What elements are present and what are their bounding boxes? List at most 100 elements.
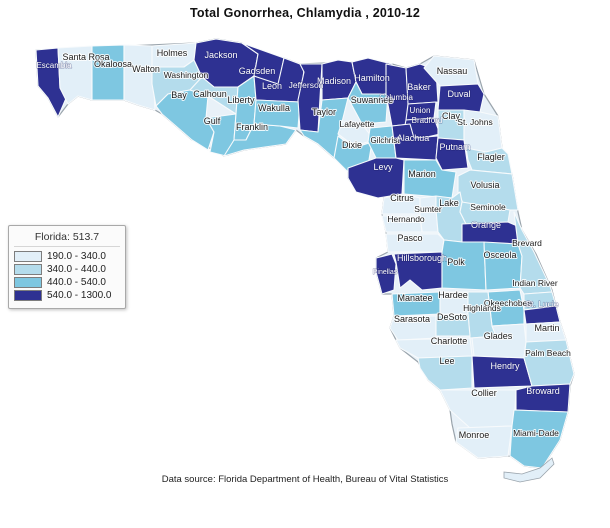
legend-row: 340.0 - 440.0 (14, 264, 120, 275)
legend-range-label: 440.0 - 540.0 (47, 277, 106, 288)
county-label-lake: Lake (439, 198, 459, 208)
county-label-suwannee: Suwannee (351, 95, 394, 105)
county-label-dixie: Dixie (342, 140, 362, 150)
county-label-pinellas: Pinellas (373, 269, 398, 276)
legend-swatch-c2 (14, 264, 42, 275)
county-label-collier: Collier (471, 388, 497, 398)
legend-row: 540.0 - 1300.0 (14, 290, 120, 301)
county-label-lee: Lee (439, 356, 454, 366)
legend-swatch-c1 (14, 251, 42, 262)
county-label-leon: Leon (262, 81, 282, 91)
county-label-nassau: Nassau (437, 66, 468, 76)
legend-row: 440.0 - 540.0 (14, 277, 120, 288)
county-putnam (435, 137, 469, 171)
county-label-calhoun: Calhoun (193, 89, 227, 99)
county-label-bay: Bay (171, 90, 187, 100)
county-label-liberty: Liberty (227, 95, 255, 105)
county-label-glades: Glades (484, 331, 513, 341)
county-label-lafayette: Lafayette (340, 119, 375, 129)
legend: Florida: 513.7 190.0 - 340.0 340.0 - 440.… (8, 225, 126, 309)
county-label-jefferson: Jefferson (289, 80, 324, 90)
legend-row: 190.0 - 340.0 (14, 251, 120, 262)
county-label-gilchrist: Gilchrist (371, 136, 401, 145)
county-flagler (465, 147, 513, 175)
county-label-manatee: Manatee (397, 293, 432, 303)
county-desoto (435, 313, 471, 337)
county-label-gadsden: Gadsden (239, 66, 276, 76)
county-franklin (223, 123, 297, 157)
legend-range-label: 340.0 - 440.0 (47, 264, 106, 275)
county-palm-beach (523, 339, 575, 387)
county-label-indian-river: Indian River (512, 278, 558, 288)
county-label-putnam: Putnam (439, 142, 470, 152)
county-label-monroe: Monroe (459, 430, 490, 440)
county-label-baker: Baker (407, 82, 431, 92)
county-pinellas (375, 253, 397, 295)
county-duval (437, 83, 485, 113)
county-label-hardee: Hardee (438, 290, 468, 300)
county-label-union: Union (410, 106, 431, 115)
county-wakulla (253, 99, 301, 129)
county-label-bradford: Bradford (412, 116, 443, 125)
county-label-polk: Polk (447, 257, 465, 267)
county-label-walton: Walton (132, 64, 160, 74)
county-label-volusia: Volusia (470, 180, 499, 190)
county-label-highlands: Highlands (463, 303, 501, 313)
island-florida-keys (503, 457, 555, 483)
county-label-seminole: Seminole (470, 202, 506, 212)
county-label-pasco: Pasco (397, 233, 422, 243)
county-label-gulf: Gulf (204, 116, 221, 126)
county-label-st-johns: St. Johns (457, 117, 492, 127)
county-label-clay: Clay (442, 111, 461, 121)
legend-swatch-c3 (14, 277, 42, 288)
county-label-palm-beach: Palm Beach (525, 348, 571, 358)
legend-swatch-c4 (14, 290, 42, 301)
county-label-st-lucie: St. Lucie (525, 299, 558, 309)
county-label-charlotte: Charlotte (431, 336, 468, 346)
county-label-duval: Duval (447, 89, 470, 99)
county-label-hernando: Hernando (387, 214, 425, 224)
county-label-holmes: Holmes (157, 48, 188, 58)
county-miami-dade (509, 409, 569, 469)
county-label-santa-rosa: Santa Rosa (62, 52, 109, 62)
county-label-osceola: Osceola (483, 250, 516, 260)
county-hernando (381, 215, 423, 233)
county-label-taylor: Taylor (312, 107, 336, 117)
county-label-sarasota: Sarasota (394, 314, 430, 324)
county-label-okaloosa: Okaloosa (94, 59, 132, 69)
data-source-note: Data source: Florida Department of Healt… (161, 474, 449, 485)
county-label-wakulla: Wakulla (258, 103, 290, 113)
county-label-orange: Orange (471, 220, 501, 230)
county-label-hillsborough: Hillsborough (397, 253, 447, 263)
county-label-marion: Marion (408, 169, 436, 179)
legend-items: 190.0 - 340.0 340.0 - 440.0 440.0 - 540.0 5… (14, 251, 120, 301)
county-label-alachua: Alachua (397, 133, 430, 143)
county-citrus (381, 193, 421, 215)
county-label-flagler: Flagler (477, 152, 505, 162)
legend-header: Florida: 513.7 (14, 229, 120, 247)
county-label-levy: Levy (373, 162, 393, 172)
county-label-hamilton: Hamilton (354, 73, 390, 83)
county-label-broward: Broward (526, 386, 560, 396)
county-label-columbia: Columbia (379, 93, 413, 102)
county-label-washington: Washington (164, 70, 209, 80)
page-title: Total Gonorrhea, Chlamydia , 2010-12 (190, 6, 420, 20)
county-label-madison: Madison (317, 76, 351, 86)
county-walton (123, 44, 156, 111)
county-label-miami-dade: Miami-Dade (513, 428, 559, 438)
county-label-jackson: Jackson (204, 50, 237, 60)
county-label-desoto: DeSoto (437, 312, 467, 322)
county-label-citrus: Citrus (390, 193, 414, 203)
county-label-okeechobee: Okeechobee (484, 298, 532, 308)
legend-range-label: 190.0 - 340.0 (47, 251, 106, 262)
county-monroe (455, 425, 513, 459)
county-label-escambia: Escambia (36, 61, 72, 70)
legend-range-label: 540.0 - 1300.0 (47, 290, 112, 301)
county-label-hendry: Hendry (490, 361, 520, 371)
county-label-martin: Martin (534, 323, 559, 333)
county-label-brevard: Brevard (512, 238, 542, 248)
county-label-sumter: Sumter (414, 204, 442, 214)
county-broward (515, 383, 571, 413)
